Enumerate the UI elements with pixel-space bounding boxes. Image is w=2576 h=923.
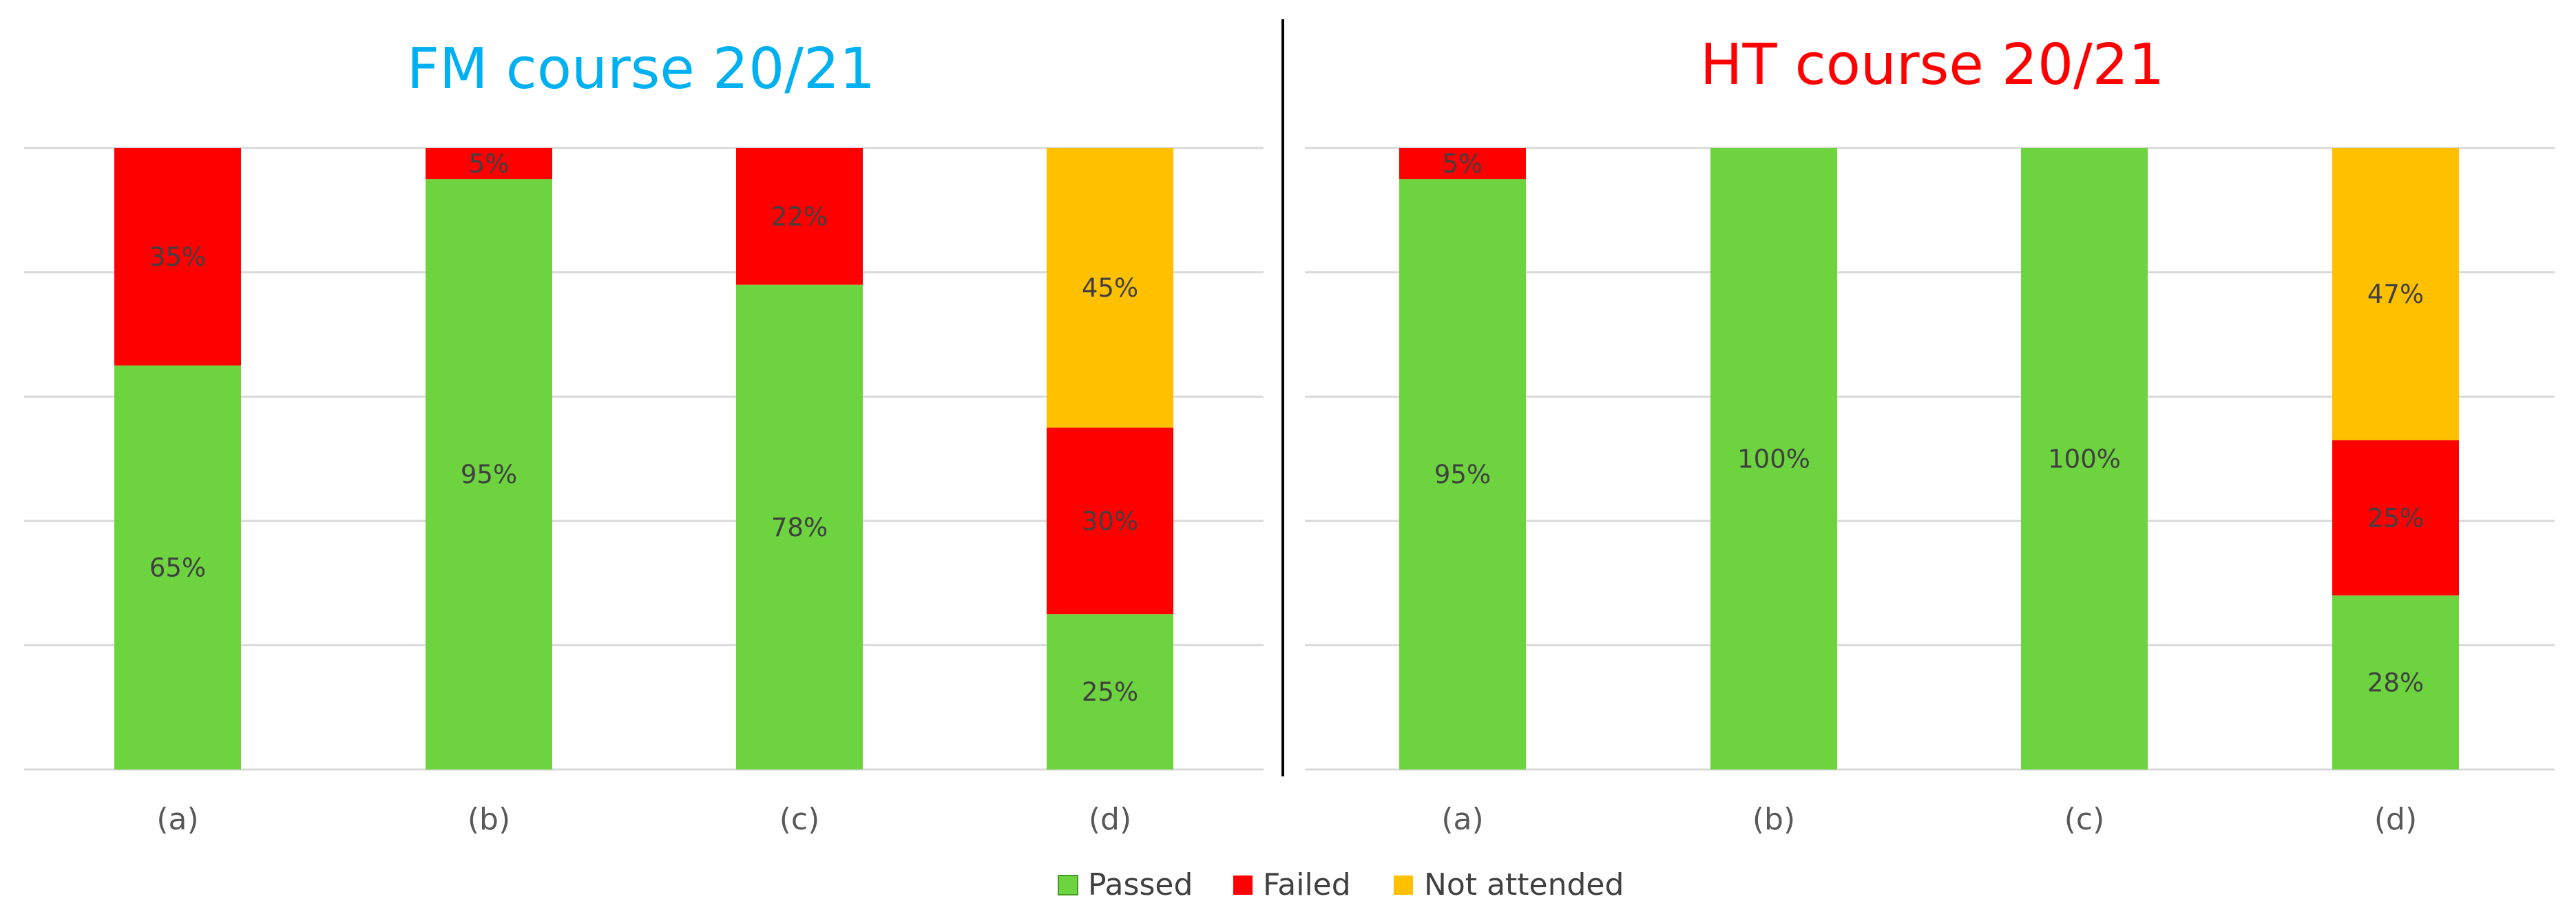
- bar-passed-d[interactable]: [1047, 614, 1173, 770]
- bar-passed-a[interactable]: [114, 365, 241, 770]
- data-label-passed-c: 100%: [2048, 445, 2121, 474]
- bar-failed-b[interactable]: [426, 148, 552, 180]
- bar-not-attended-d[interactable]: [2332, 148, 2459, 441]
- data-labels: 65% 35% 95% 5% 78% 22% 25% 30% 45%: [149, 149, 1138, 708]
- data-label-passed-d: 28%: [2367, 668, 2424, 698]
- bar-not-attended-d[interactable]: [1047, 148, 1173, 428]
- data-label-passed-b: 95%: [461, 460, 517, 489]
- x-axis-ticks: (a) (b) (c) (d): [1441, 802, 2417, 837]
- legend-label-passed: Passed: [1088, 867, 1193, 902]
- legend-swatch-failed: [1233, 876, 1253, 895]
- data-label-failed-d: 30%: [1082, 507, 1138, 536]
- bar-passed-b[interactable]: [1710, 148, 1837, 770]
- data-label-passed-a: 65%: [149, 553, 206, 583]
- x-tick-label-b: (b): [1752, 802, 1795, 837]
- x-tick-label-a: (a): [1441, 802, 1483, 837]
- bar-failed-c[interactable]: [736, 148, 863, 285]
- bar-segments: [114, 148, 1173, 770]
- x-tick-label-c: (c): [2064, 802, 2105, 837]
- bar-segments: [1399, 148, 2459, 770]
- bar-passed-c[interactable]: [736, 284, 863, 770]
- chart-fm-course: FM course 20/21 65% 35% 95% 5% 78% 22% 25% 30% 4…: [24, 36, 1264, 837]
- legend-label-failed: Failed: [1263, 867, 1351, 902]
- data-labels: 95% 5% 100% 100% 28% 25% 47%: [1434, 149, 2424, 698]
- chart-title-ht: HT course 20/21: [1700, 32, 2164, 98]
- data-label-failed-a: 5%: [1443, 149, 1483, 179]
- data-label-not-attended-d: 47%: [2367, 279, 2424, 309]
- x-tick-label-b: (b): [468, 802, 510, 837]
- data-label-failed-c: 22%: [771, 202, 828, 231]
- bar-passed-a[interactable]: [1399, 179, 1526, 770]
- x-tick-label-d: (d): [1089, 802, 1131, 837]
- data-label-passed-a: 95%: [1434, 460, 1491, 489]
- data-label-failed-b: 5%: [469, 149, 510, 179]
- data-label-failed-a: 35%: [149, 242, 206, 272]
- bar-passed-b[interactable]: [426, 179, 552, 770]
- legend-item-failed[interactable]: Failed: [1233, 867, 1351, 902]
- bar-failed-d[interactable]: [1047, 427, 1173, 615]
- bar-passed-d[interactable]: [2332, 595, 2459, 770]
- legend-item-not-attended[interactable]: Not attended: [1394, 867, 1624, 902]
- data-label-not-attended-d: 45%: [1082, 273, 1138, 303]
- chart-title-fm: FM course 20/21: [407, 36, 875, 102]
- data-label-passed-c: 78%: [771, 513, 828, 542]
- legend: Passed Failed Not attended: [1058, 867, 1624, 902]
- legend-swatch-not-attended: [1394, 876, 1413, 895]
- bar-failed-a[interactable]: [114, 148, 241, 366]
- x-axis-ticks: (a) (b) (c) (d): [156, 802, 1131, 837]
- legend-swatch-passed: [1058, 875, 1078, 895]
- chart-ht-course: HT course 20/21 95% 5% 100% 100% 28% 25% 47% (…: [1305, 32, 2555, 837]
- x-tick-label-c: (c): [779, 802, 820, 837]
- bar-failed-d[interactable]: [2332, 440, 2459, 596]
- data-label-failed-d: 25%: [2367, 503, 2424, 533]
- data-label-passed-b: 100%: [1737, 445, 1810, 474]
- legend-item-passed[interactable]: Passed: [1058, 867, 1193, 902]
- x-tick-label-d: (d): [2374, 802, 2417, 837]
- x-tick-label-a: (a): [156, 802, 198, 837]
- legend-label-not-attended: Not attended: [1424, 867, 1624, 902]
- data-label-passed-d: 25%: [1082, 677, 1138, 707]
- bar-passed-c[interactable]: [2021, 148, 2148, 770]
- bar-failed-a[interactable]: [1399, 148, 1526, 180]
